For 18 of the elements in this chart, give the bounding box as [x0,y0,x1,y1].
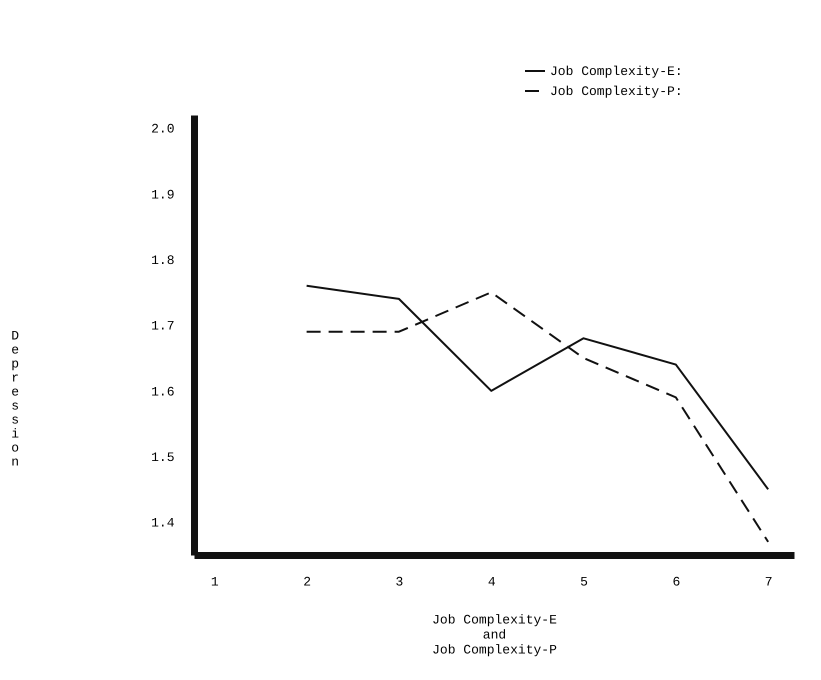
y-tick-label: 2.0 [151,122,174,137]
y-tick-label: 1.9 [151,187,174,202]
y-tick-label: 1.6 [151,384,174,400]
x-tick-label: 1 [210,574,219,590]
x-axis-title: Job Complexity-E and Job Complexity-P [432,612,558,658]
text: Depression [11,328,19,470]
x-tick-label: 5 [580,574,588,590]
y-tick-label: 1.4 [151,516,175,531]
x-tick-label: 6 [672,574,680,590]
x-tick-label: 3 [396,574,404,590]
y-tick-label: 1.8 [151,252,174,268]
x-tick-label: 7 [764,574,773,590]
legend-label: Job Complexity-E: [550,64,683,79]
y-tick-label: 1.5 [151,450,174,465]
x-tick-label: 2 [303,574,312,590]
legend-label: Job Complexity-P: [550,84,683,99]
x-tick-label: 4 [488,574,496,590]
y-tick-label: 1.7 [151,318,174,334]
